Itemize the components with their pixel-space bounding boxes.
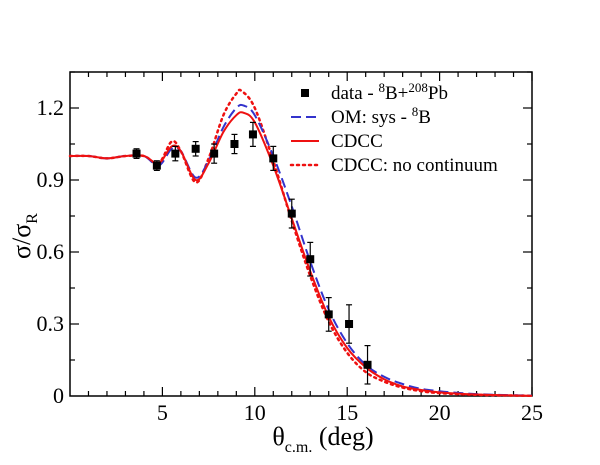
data-point-marker: [363, 360, 372, 369]
data-point: [191, 141, 200, 157]
legend-superscript: 208: [408, 80, 428, 95]
legend-text-part: CDCC: [331, 131, 383, 152]
data-point-marker: [152, 161, 161, 170]
data-point-marker: [248, 130, 257, 139]
data-point-marker: [230, 140, 239, 148]
x-tick-label: 5: [157, 400, 168, 425]
y-tick-label: 0.9: [37, 167, 65, 192]
data-point: [171, 145, 180, 162]
data-point: [230, 133, 239, 155]
data-point-marker: [171, 149, 180, 158]
plot-frame: [69, 71, 533, 397]
x-tick-label: 10: [244, 400, 266, 425]
y-axis-label: σ/σR: [7, 213, 41, 259]
data-point-marker: [287, 209, 296, 218]
legend-item-data: data - 8B+208Pb: [301, 80, 448, 105]
data-point-marker: [210, 149, 219, 158]
y-axis-label-main: σ/σ: [7, 224, 36, 259]
data-point: [210, 143, 219, 164]
data-point-marker: [324, 310, 333, 319]
axes: [69, 71, 533, 397]
legend-text-part: Pb: [428, 83, 448, 104]
y-tick-label: 0.6: [37, 239, 65, 264]
x-axis-label-rest: (deg): [312, 422, 373, 451]
legend-label-nocont: CDCC: no continuum: [331, 155, 498, 176]
y-tick-label: 0: [53, 383, 64, 408]
legend-marker-data: [301, 89, 309, 97]
data-point: [269, 145, 278, 171]
y-tick-label: 0.3: [37, 311, 65, 336]
data-point: [363, 345, 372, 385]
x-axis-label-sub: c.m.: [285, 439, 313, 456]
x-axis-label-main: θ: [272, 422, 284, 451]
data-point: [287, 198, 296, 229]
x-tick-label: 25: [521, 400, 543, 425]
data-points: [132, 121, 372, 385]
series-curves: [68, 88, 534, 398]
data-point-marker: [191, 144, 200, 153]
x-tick-label: 20: [429, 400, 451, 425]
data-point-marker: [306, 255, 315, 264]
axis-labels: θc.m. (deg) σ/σR: [7, 213, 374, 456]
legend-text-part: B+: [385, 83, 408, 104]
legend-item-om: OM: sys - 8B: [291, 104, 431, 129]
legend-label-om: OM: sys - 8B: [331, 104, 431, 129]
legend-superscript: 8: [412, 104, 419, 119]
data-point-marker: [345, 320, 354, 328]
legend-superscript: 8: [378, 80, 385, 95]
legend-label-data: data - 8B+208Pb: [331, 80, 448, 105]
legend-text-part: CDCC: no continuum: [331, 155, 498, 176]
legend-text-part: OM: sys -: [331, 107, 412, 128]
data-point: [248, 121, 257, 147]
x-tick-label: 15: [336, 400, 358, 425]
legend-text-part: data -: [331, 83, 378, 104]
legend-text-part: B: [418, 107, 431, 128]
data-point-marker: [269, 154, 278, 163]
y-axis-label-sub: R: [24, 213, 41, 224]
tick-labels: 5 10 15 20 25 0 0.3 0.6 0.9 1.2: [37, 95, 544, 425]
legend-item-nocont: CDCC: no continuum: [289, 155, 498, 176]
data-point: [152, 160, 161, 171]
y-tick-label: 1.2: [37, 95, 65, 120]
data-point: [132, 148, 141, 159]
data-point-marker: [132, 149, 141, 158]
data-point: [306, 241, 315, 277]
legend-item-cdcc: CDCC: [291, 131, 383, 152]
data-point: [345, 304, 354, 344]
legend-label-cdcc: CDCC: [331, 131, 383, 152]
data-point: [324, 297, 333, 332]
x-axis-label: θc.m. (deg): [272, 422, 373, 456]
